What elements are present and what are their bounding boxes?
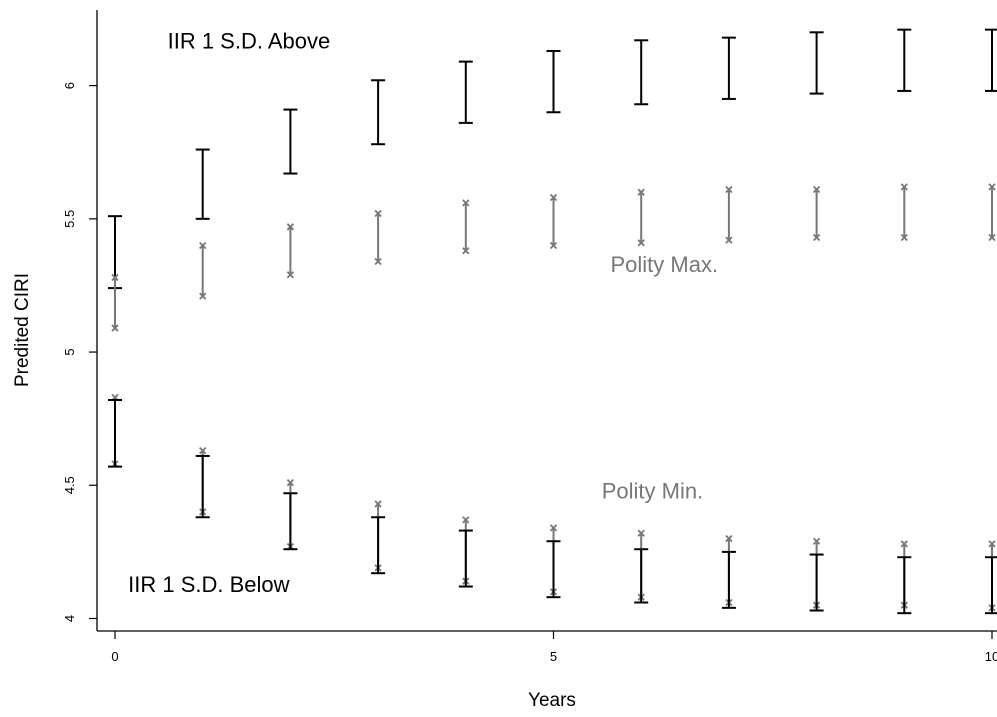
x-marker-upper bbox=[637, 529, 645, 537]
x-marker-upper bbox=[374, 500, 382, 508]
error-bar bbox=[897, 556, 912, 615]
x-tick-label: 0 bbox=[111, 649, 118, 664]
error-bar bbox=[458, 529, 473, 588]
y-tick-label: 5 bbox=[62, 348, 77, 355]
error-bar bbox=[809, 553, 824, 612]
x-marker-lower bbox=[462, 247, 470, 255]
x-axis-title: Years bbox=[528, 690, 576, 711]
error-bar bbox=[371, 79, 386, 146]
error-bar bbox=[809, 31, 824, 95]
x-marker-lower bbox=[812, 233, 821, 242]
x-marker-upper bbox=[462, 516, 470, 524]
x-marker-upper bbox=[637, 188, 645, 196]
error-bar bbox=[195, 148, 210, 220]
annotation-polity-min: Polity Min. bbox=[602, 479, 703, 504]
y-tick-label: 4 bbox=[62, 615, 77, 622]
x-marker-lower bbox=[199, 292, 207, 300]
error-bar bbox=[985, 556, 997, 615]
error-bar bbox=[462, 199, 470, 255]
x-marker-lower bbox=[111, 324, 119, 332]
annotations: IIR 1 S.D. Above Polity Max. Polity Min. II… bbox=[128, 28, 718, 597]
x-marker-upper bbox=[549, 524, 558, 532]
error-bar bbox=[286, 223, 295, 279]
x-marker-upper bbox=[199, 241, 207, 250]
error-bar bbox=[900, 183, 908, 242]
series-iir-1-s-d-above bbox=[108, 28, 997, 290]
error-bar bbox=[634, 39, 649, 106]
error-bar bbox=[897, 28, 912, 92]
error-bar bbox=[721, 36, 736, 100]
error-bar bbox=[199, 241, 207, 300]
error-bar bbox=[725, 185, 733, 244]
x-marker-upper bbox=[286, 478, 295, 487]
error-bar bbox=[283, 492, 298, 551]
x-tick-label: 5 bbox=[550, 649, 557, 664]
x-marker-upper bbox=[549, 193, 558, 202]
y-tick-label: 5.5 bbox=[62, 210, 77, 228]
y-ticks: 4 4.5 5 5.5 6 bbox=[62, 82, 97, 622]
x-marker-upper bbox=[900, 183, 908, 191]
x-marker-upper bbox=[988, 540, 996, 548]
annotation-iir-1-s-d-below: IIR 1 S.D. Below bbox=[128, 572, 290, 597]
error-bar bbox=[111, 273, 119, 332]
error-bar bbox=[988, 183, 996, 242]
error-bar bbox=[371, 516, 386, 575]
error-bar bbox=[195, 454, 210, 519]
x-marker-lower bbox=[374, 257, 382, 266]
error-bar bbox=[458, 60, 473, 124]
error-bar bbox=[283, 108, 298, 175]
annotation-iir-1-s-d-above: IIR 1 S.D. Above bbox=[168, 28, 331, 53]
annotation-polity-max: Polity Max. bbox=[611, 252, 719, 277]
y-tick-label: 6 bbox=[62, 82, 77, 89]
error-bar bbox=[985, 28, 997, 92]
error-bar bbox=[108, 399, 122, 468]
series-iir-1-s-d-below bbox=[108, 399, 997, 615]
x-marker-upper bbox=[900, 540, 908, 548]
error-bar bbox=[637, 188, 645, 247]
x-tick-label: 10 bbox=[985, 649, 997, 664]
x-ticks: 0 5 10 bbox=[111, 631, 997, 664]
x-marker-upper bbox=[286, 223, 295, 231]
x-marker-upper bbox=[199, 447, 207, 455]
x-marker-upper bbox=[812, 537, 821, 545]
y-tick-label: 4.5 bbox=[62, 476, 77, 494]
error-bar bbox=[634, 548, 649, 604]
x-marker-upper bbox=[812, 185, 821, 194]
x-marker-upper bbox=[725, 185, 733, 194]
error-bar bbox=[812, 185, 821, 242]
x-marker-upper bbox=[462, 199, 470, 207]
x-marker-lower bbox=[637, 239, 645, 247]
x-marker-lower bbox=[725, 236, 733, 244]
plot-area bbox=[108, 28, 997, 615]
x-marker-lower bbox=[286, 271, 295, 279]
x-marker-upper bbox=[374, 209, 382, 218]
y-axis-title: Predited CIRI bbox=[12, 273, 33, 387]
error-bar bbox=[546, 540, 561, 599]
x-marker-lower bbox=[549, 241, 558, 250]
error-bar bbox=[374, 209, 382, 266]
error-bar bbox=[721, 550, 736, 609]
x-marker-lower bbox=[900, 233, 908, 242]
x-marker-upper bbox=[988, 183, 996, 191]
error-bar bbox=[549, 193, 558, 250]
error-bar bbox=[546, 49, 561, 114]
series-polity-max bbox=[111, 183, 996, 332]
x-marker-lower bbox=[988, 233, 996, 242]
x-marker-upper bbox=[725, 534, 733, 543]
x-marker-upper bbox=[111, 273, 119, 282]
